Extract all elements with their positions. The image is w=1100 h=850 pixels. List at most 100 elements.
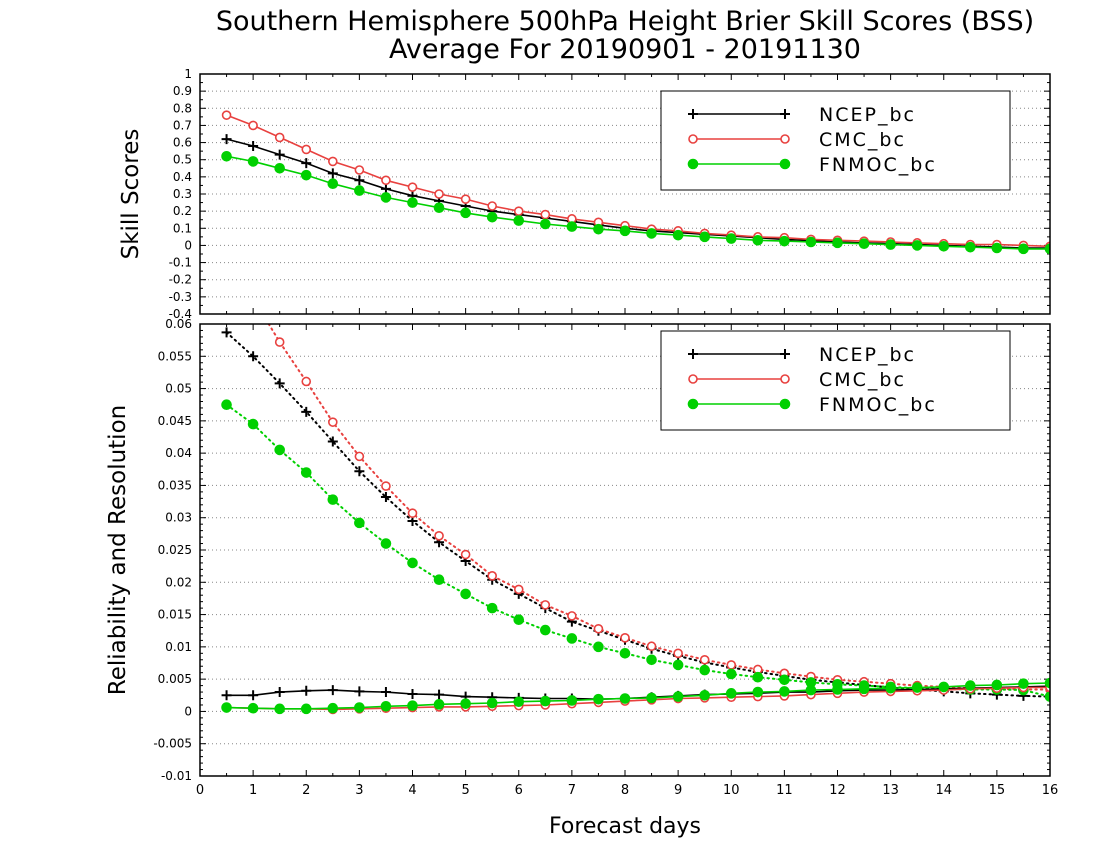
x-tick-label: 1 (249, 783, 257, 798)
fnmoc-bc-reliability-point (858, 683, 870, 695)
cmc-bc-resolution-point (620, 633, 630, 643)
y-tick-label: 0.7 (173, 118, 192, 132)
legend-box (660, 330, 1011, 431)
fnmoc-bc-resolution-point (433, 574, 445, 586)
y-tick-label: 0.06 (165, 317, 192, 331)
plot-frame (199, 323, 1051, 777)
ncep-bc-resolution-point (301, 406, 312, 417)
fnmoc-bc-reliability-point (354, 702, 365, 713)
fnmoc-bc-resolution-point (566, 633, 578, 644)
fnmoc-bc-point (380, 192, 392, 203)
x-tick-label: 11 (776, 783, 793, 798)
y-tick-label: 0.035 (158, 478, 192, 492)
fnmoc-bc-point (300, 169, 312, 181)
fnmoc-bc-reliability-point (672, 691, 684, 702)
cmc-bc-resolution-point (274, 337, 285, 347)
fnmoc-bc-point (885, 239, 896, 250)
y-tick-label: 0.03 (165, 511, 192, 525)
y-tick-label: -0.01 (161, 769, 192, 783)
cmc-bc-resolution-point (434, 530, 444, 541)
ncep-bc-resolution-point (221, 327, 232, 338)
x-axis-ticks: 0 1 2 3 4 5 6 7 8 9 10 11 12 13 14 15 16 (196, 324, 1058, 798)
fnmoc-bc-reliability-point (433, 699, 445, 710)
ncep-bc-reliability-point (380, 687, 391, 698)
legend-cmc-bc-point (780, 374, 790, 384)
y-tick-label: 0 (184, 704, 192, 718)
cmc-bc-resolution-point (567, 611, 577, 621)
ncep-bc-reliability-point (221, 690, 232, 701)
fnmoc-bc-reliability-point (938, 681, 950, 693)
fnmoc-bc-point (513, 215, 525, 226)
fnmoc-bc-resolution-point (619, 648, 631, 659)
ncep-bc-resolution-point (354, 466, 365, 477)
fnmoc-bc-reliability-point (991, 679, 1003, 691)
legend-ncep-bc-point (780, 109, 790, 119)
x-tick-label: 0 (196, 783, 204, 798)
fnmoc-bc-reliability-point (327, 702, 339, 714)
cmc-bc-point (434, 189, 444, 199)
legend-item-fnmoc-bc: FNMOC_bc (687, 154, 937, 176)
legend-fnmoc-bc-point (687, 398, 699, 410)
legend-box (660, 90, 1011, 191)
cmc-bc-resolution-point (407, 508, 418, 518)
x-tick-label: 13 (882, 783, 899, 798)
ncep-bc-point (301, 158, 312, 169)
y-tick-label: 1 (184, 67, 192, 81)
ncep-bc-reliability-point (327, 685, 338, 696)
y-axis-ticks: -0.01 -0.005 0 0.005 0.01 0.015 0.02 0.025 0.03 0… (153, 317, 1050, 783)
legend-label: FNMOC_bc (819, 154, 937, 176)
legend: NCEP_bc CMC_bc FNMOC_bc (660, 90, 1011, 191)
fnmoc-bc-point (805, 236, 817, 248)
legend-label: FNMOC_bc (819, 394, 937, 416)
cmc-bc-resolution-point (460, 549, 471, 560)
fnmoc-bc-point (247, 156, 259, 167)
fnmoc-bc-point (752, 234, 764, 246)
fnmoc-bc-point (433, 202, 445, 214)
ncep-bc-resolution-point (380, 492, 391, 503)
cmc-bc-resolution-point (381, 481, 391, 491)
y-tick-label: 0.01 (165, 640, 192, 654)
y-tick-label: 0.1 (173, 221, 192, 235)
legend-item-cmc-bc: CMC_bc (688, 369, 904, 391)
fnmoc-bc-reliability-point (1018, 678, 1029, 689)
skill-score-panel: -0.4 -0.3 -0.2 -0.1 0 0.1 0.2 0.3 0.4 0.5 0.6 0.7 0.… (118, 67, 1051, 321)
y-tick-label: 0.005 (158, 672, 192, 686)
cmc-bc-point (381, 175, 391, 186)
fnmoc-bc-reliability-point (805, 684, 817, 696)
ncep-bc-point (274, 149, 285, 160)
gridlines (200, 355, 1050, 745)
legend-item-ncep-bc: NCEP_bc (688, 344, 914, 366)
fnmoc-bc-resolution-point (247, 418, 259, 430)
fnmoc-bc-point (832, 237, 843, 249)
ncep-bc-reliability-point (407, 688, 418, 699)
fnmoc-bc-point (858, 238, 870, 250)
y-axis-label: Skill Scores (118, 129, 144, 260)
cmc-bc-resolution-point (699, 654, 710, 665)
ncep-bc-reliability-point (248, 690, 259, 701)
x-tick-label: 10 (723, 783, 740, 798)
fnmoc-bc-reliability-point (593, 693, 604, 705)
cmc-bc-resolution-point (726, 660, 737, 670)
legend-ncep-bc-point (688, 349, 698, 359)
y-tick-label: 0.9 (173, 84, 192, 98)
x-tick-label: 15 (989, 783, 1006, 798)
ncep-bc-point (354, 175, 365, 186)
chart-title: Southern Hemisphere 500hPa Height Brier … (216, 6, 1034, 37)
fnmoc-bc-point (911, 240, 923, 251)
legend: NCEP_bc CMC_bc FNMOC_bc (660, 330, 1011, 431)
x-tick-label: 3 (355, 783, 363, 798)
fnmoc-bc-resolution-line (225, 403, 1050, 698)
fnmoc-bc-reliability-point (725, 688, 737, 699)
cmc-bc-point (301, 144, 312, 155)
fnmoc-bc-point (1018, 243, 1029, 255)
y-tick-label: 0.045 (158, 414, 192, 428)
fnmoc-bc-point (327, 178, 339, 190)
fnmoc-bc-resolution-point (327, 494, 339, 505)
legend-fnmoc-bc-point (687, 158, 699, 170)
fnmoc-bc-resolution-point (486, 602, 498, 614)
y-tick-label: 0.04 (165, 446, 192, 460)
fnmoc-bc-point (619, 225, 631, 237)
x-tick-label: 7 (568, 783, 576, 798)
